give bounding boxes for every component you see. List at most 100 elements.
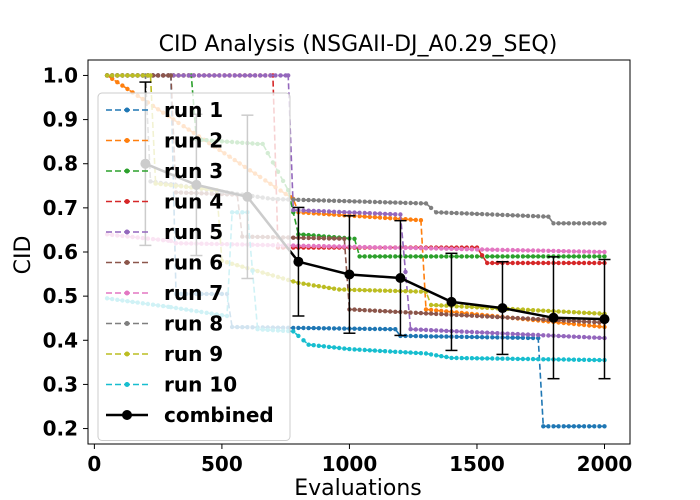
series-point [326,244,332,249]
legend-entry: run 3 [106,159,223,183]
series-point [581,249,587,254]
series-point [459,211,464,216]
series-point [581,357,587,362]
series-point [530,356,536,362]
series-point [576,322,582,327]
combined-point [344,269,355,280]
series-point [449,246,454,251]
series-point [413,289,418,294]
legend-entry: run 2 [106,129,223,153]
combined-point [497,303,508,314]
series-point [423,327,429,333]
series-point [104,73,110,78]
series-point [316,243,321,249]
series-point [444,210,449,215]
series-point [237,73,242,78]
series-point [377,326,383,332]
series-point [388,327,393,332]
series-point [536,214,541,219]
series-point [337,287,342,292]
series-point [367,254,372,259]
series-point [352,236,357,241]
series-point [469,329,475,335]
series-point [382,288,388,293]
legend: run 1 run 2 run 3 run 4 run 5 run 6 run 7 run 8… [97,92,291,441]
series-point [306,197,311,203]
x-tick-label: 1000 [322,452,378,476]
y-tick-label: 0.8 [43,152,78,176]
series-point [242,73,248,78]
series-point [566,318,571,323]
series-point [479,330,485,335]
series-point [148,73,153,78]
series-point [602,254,607,259]
series-point [515,260,520,266]
x-tick-label: 500 [201,452,243,476]
series-point [115,73,120,78]
series-point [561,334,566,339]
series-point [536,308,541,313]
series-point [388,254,393,259]
series-point [536,332,541,338]
series-point [515,254,520,259]
series-point [439,210,444,215]
series-point [388,349,393,354]
series-point [362,244,367,250]
series-point [525,307,531,313]
series-point [321,209,327,214]
series-point [428,328,434,333]
series-point [201,73,207,78]
series-point [291,207,296,213]
series-point [367,211,372,216]
series-point [181,73,186,78]
series-point [367,326,372,332]
series-point [316,343,321,348]
series-point [372,308,378,313]
series-point [393,254,398,259]
legend-label: run 9 [164,342,223,366]
series-point [357,210,362,215]
series-point [541,308,546,313]
series-point [566,357,571,362]
series-point [362,326,367,331]
series-point [347,210,352,215]
series-point [490,247,495,252]
series-point [311,325,316,331]
series-point [576,221,582,226]
series-point [581,221,587,226]
series-point [576,334,582,340]
series-point [490,212,495,217]
series-point [587,424,592,429]
series-point [474,313,480,319]
series-point [505,335,510,340]
series-point [428,254,434,259]
series-point [428,334,434,339]
series-point [296,333,301,339]
series-point [556,221,561,226]
series-point [316,198,321,203]
series-point [428,205,434,211]
series-point [311,343,316,348]
series-point [311,208,316,214]
series-point [382,254,388,259]
legend-swatch-marker [124,107,130,113]
series-point [403,310,408,315]
series-point [592,424,597,429]
series-point [597,357,602,363]
series-point [382,215,388,221]
series-point [296,197,301,202]
series-point [372,215,378,220]
series-point [587,357,592,363]
series-point [362,214,367,219]
series-point [342,198,347,204]
legend-swatch-marker [124,138,130,143]
series-point [444,328,449,334]
legend-swatch-marker [124,229,130,235]
series-point [530,213,536,219]
legend-entry: run 8 [106,312,223,336]
series-point [316,236,321,241]
series-point [444,334,449,339]
series-point [331,236,337,241]
series-point [495,212,500,217]
legend-entry: run 9 [106,342,223,366]
